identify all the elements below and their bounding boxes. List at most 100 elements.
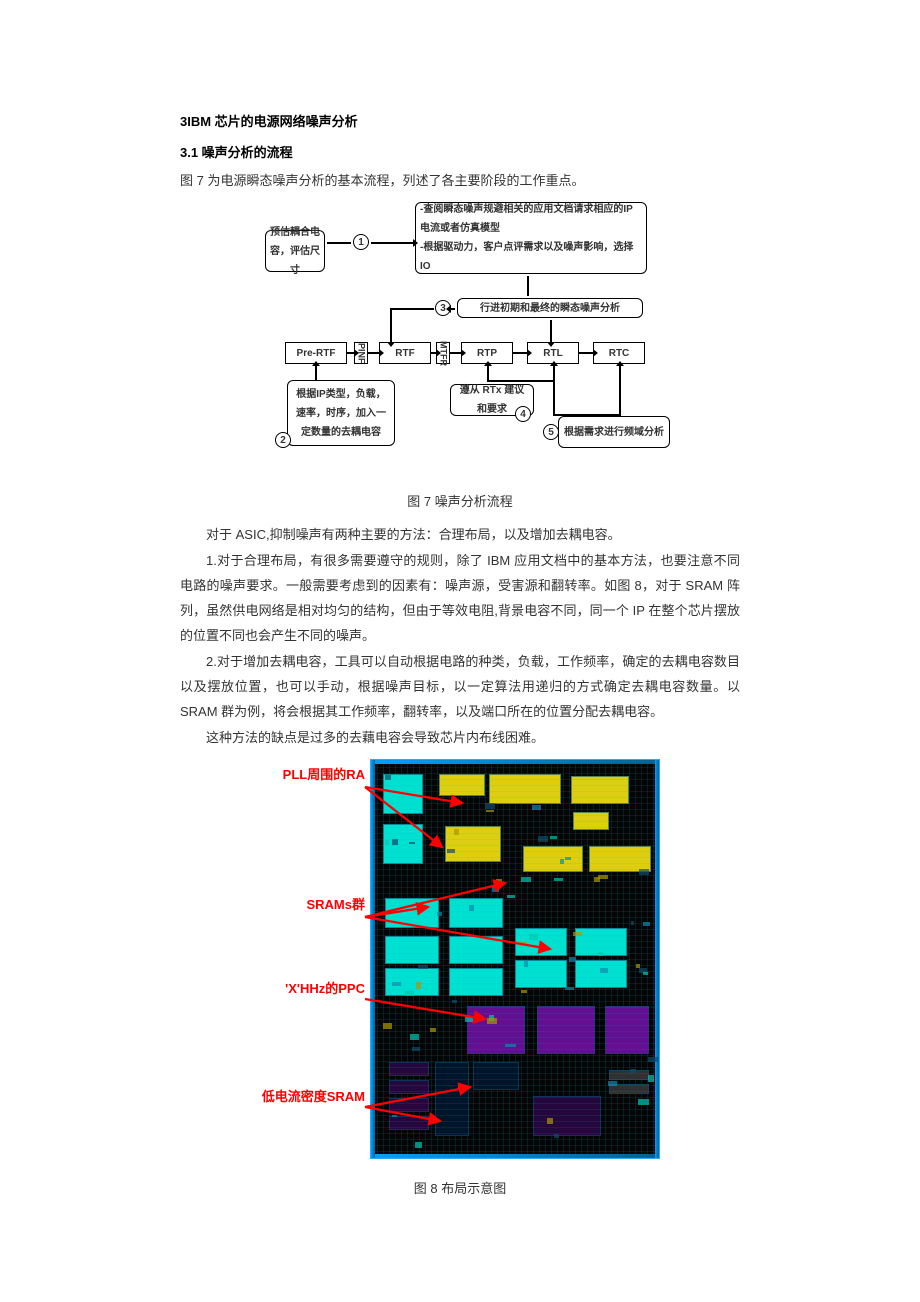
para-3: 2.对于增加去耦电容，工具可以自动根据电路的种类，负载，工作频率，确定的去耦电容…	[180, 650, 740, 724]
chip-texture	[529, 934, 538, 940]
chip-block	[439, 774, 485, 796]
chip-block	[435, 1062, 469, 1136]
chip-texture	[519, 942, 527, 946]
chip-block	[473, 1062, 519, 1090]
flowchart-node	[390, 308, 434, 310]
chip-texture	[430, 1028, 436, 1032]
chip-texture	[638, 1099, 649, 1105]
flowchart-node	[450, 352, 461, 354]
flowchart-node	[579, 352, 593, 354]
chip-block	[383, 824, 423, 864]
chip-block	[515, 960, 567, 988]
chip-texture	[412, 1047, 420, 1051]
para-1: 对于 ASIC,抑制噪声有两种主要的方法：合理布局，以及增加去耦电容。	[180, 523, 740, 548]
flowchart-node: 5	[543, 424, 559, 440]
chip-texture	[532, 805, 541, 810]
flowchart-node	[347, 352, 354, 354]
chip-block	[383, 774, 423, 814]
flowchart-node	[371, 242, 413, 244]
chip-texture	[565, 857, 571, 860]
chip-texture	[648, 1057, 658, 1062]
intro-text: 图 7 为电源瞬态噪声分析的基本流程，列述了各主要阶段的工作重点。	[180, 169, 740, 194]
chip-texture	[643, 972, 648, 975]
flowchart-node	[513, 352, 527, 354]
chip-texture	[485, 803, 495, 809]
chip-texture	[415, 1142, 422, 1148]
figure-8: PLL周围的RASRAMs群'X'HHz的PPC低电流密度SRAM	[180, 759, 740, 1169]
chip-texture	[405, 991, 414, 996]
flowchart-node: 根据IP类型，负载，速率，时序，加入一定数量的去耦电容	[287, 380, 395, 446]
chip-block	[449, 968, 503, 996]
chip-texture	[416, 982, 421, 989]
chip-block	[385, 968, 439, 996]
chip-block	[385, 898, 439, 928]
chip-texture	[507, 895, 515, 898]
chip-block	[523, 846, 583, 872]
section-title: 3IBM 芯片的电源网络噪声分析	[180, 110, 740, 135]
chip-texture	[492, 886, 499, 892]
flowchart-node: 4	[515, 406, 531, 422]
chip-block	[385, 936, 439, 964]
chip-block	[609, 1084, 649, 1094]
chip-block	[605, 1006, 649, 1054]
figure-8-caption: 图 8 布局示意图	[180, 1177, 740, 1202]
chip-texture	[521, 877, 531, 882]
chip-label: 'X'HHz的PPC	[260, 981, 365, 997]
chip-block	[609, 1070, 649, 1080]
flowchart-node	[390, 308, 392, 342]
chip-texture	[469, 905, 474, 911]
chip-texture	[385, 775, 391, 780]
chip-label: SRAMs群	[260, 897, 365, 913]
chip-block	[575, 960, 627, 988]
chip-texture	[447, 849, 455, 853]
para-2: 1.对于合理布局，有很多需要遵守的规则，除了 IBM 应用文档中的基本方法，也要…	[180, 549, 740, 648]
chip-texture	[550, 836, 557, 839]
chip-texture	[608, 1081, 617, 1086]
chip-block	[389, 1062, 429, 1076]
flowchart-node	[315, 366, 317, 380]
chip-texture	[392, 982, 401, 986]
para-4: 这种方法的缺点是过多的去藕电容会导致芯片内布线困难。	[180, 726, 740, 751]
chip-texture	[594, 877, 600, 882]
chip-block	[389, 1080, 429, 1094]
flowchart-node: 2	[275, 432, 291, 448]
flowchart-node: 行进初期和最终的瞬态噪声分析	[457, 298, 643, 318]
section-subtitle: 3.1 噪声分析的流程	[180, 141, 740, 166]
flowchart-node	[327, 242, 351, 244]
chip-texture	[538, 836, 548, 842]
chip-block	[389, 1116, 429, 1130]
flowchart-node	[431, 352, 436, 354]
chip-texture	[598, 875, 608, 879]
chip-block	[515, 928, 567, 956]
chip-texture	[639, 968, 647, 973]
flowchart-node	[527, 276, 529, 296]
chip-block	[537, 1006, 595, 1054]
chip-texture	[524, 960, 528, 967]
chip-texture	[569, 957, 576, 962]
chip-texture	[547, 1118, 553, 1124]
flowchart-node	[619, 366, 621, 416]
chip-texture	[437, 912, 442, 916]
flowchart-node: 预估耦合电容，评估尺寸	[265, 230, 325, 272]
flowchart-node	[553, 414, 619, 416]
chip-block	[533, 1096, 601, 1136]
chip-texture	[521, 990, 527, 993]
chip-texture	[489, 1015, 494, 1021]
chip-block	[389, 1098, 429, 1112]
chip-texture	[454, 829, 459, 835]
chip-label: 低电流密度SRAM	[260, 1089, 365, 1105]
chip-texture	[392, 839, 398, 845]
chip-texture	[560, 859, 564, 864]
chip-block	[589, 846, 651, 872]
chip-block	[489, 774, 561, 804]
flowchart-node: 1	[353, 234, 369, 250]
chip-texture	[643, 922, 650, 926]
chip-texture	[452, 1000, 457, 1003]
chip-texture	[383, 1023, 392, 1029]
flowchart-node	[368, 352, 379, 354]
chip-texture	[486, 810, 494, 812]
chip-texture	[410, 1034, 419, 1040]
chip-block	[445, 826, 501, 862]
chip-texture	[418, 965, 428, 969]
chip-texture	[598, 952, 603, 956]
